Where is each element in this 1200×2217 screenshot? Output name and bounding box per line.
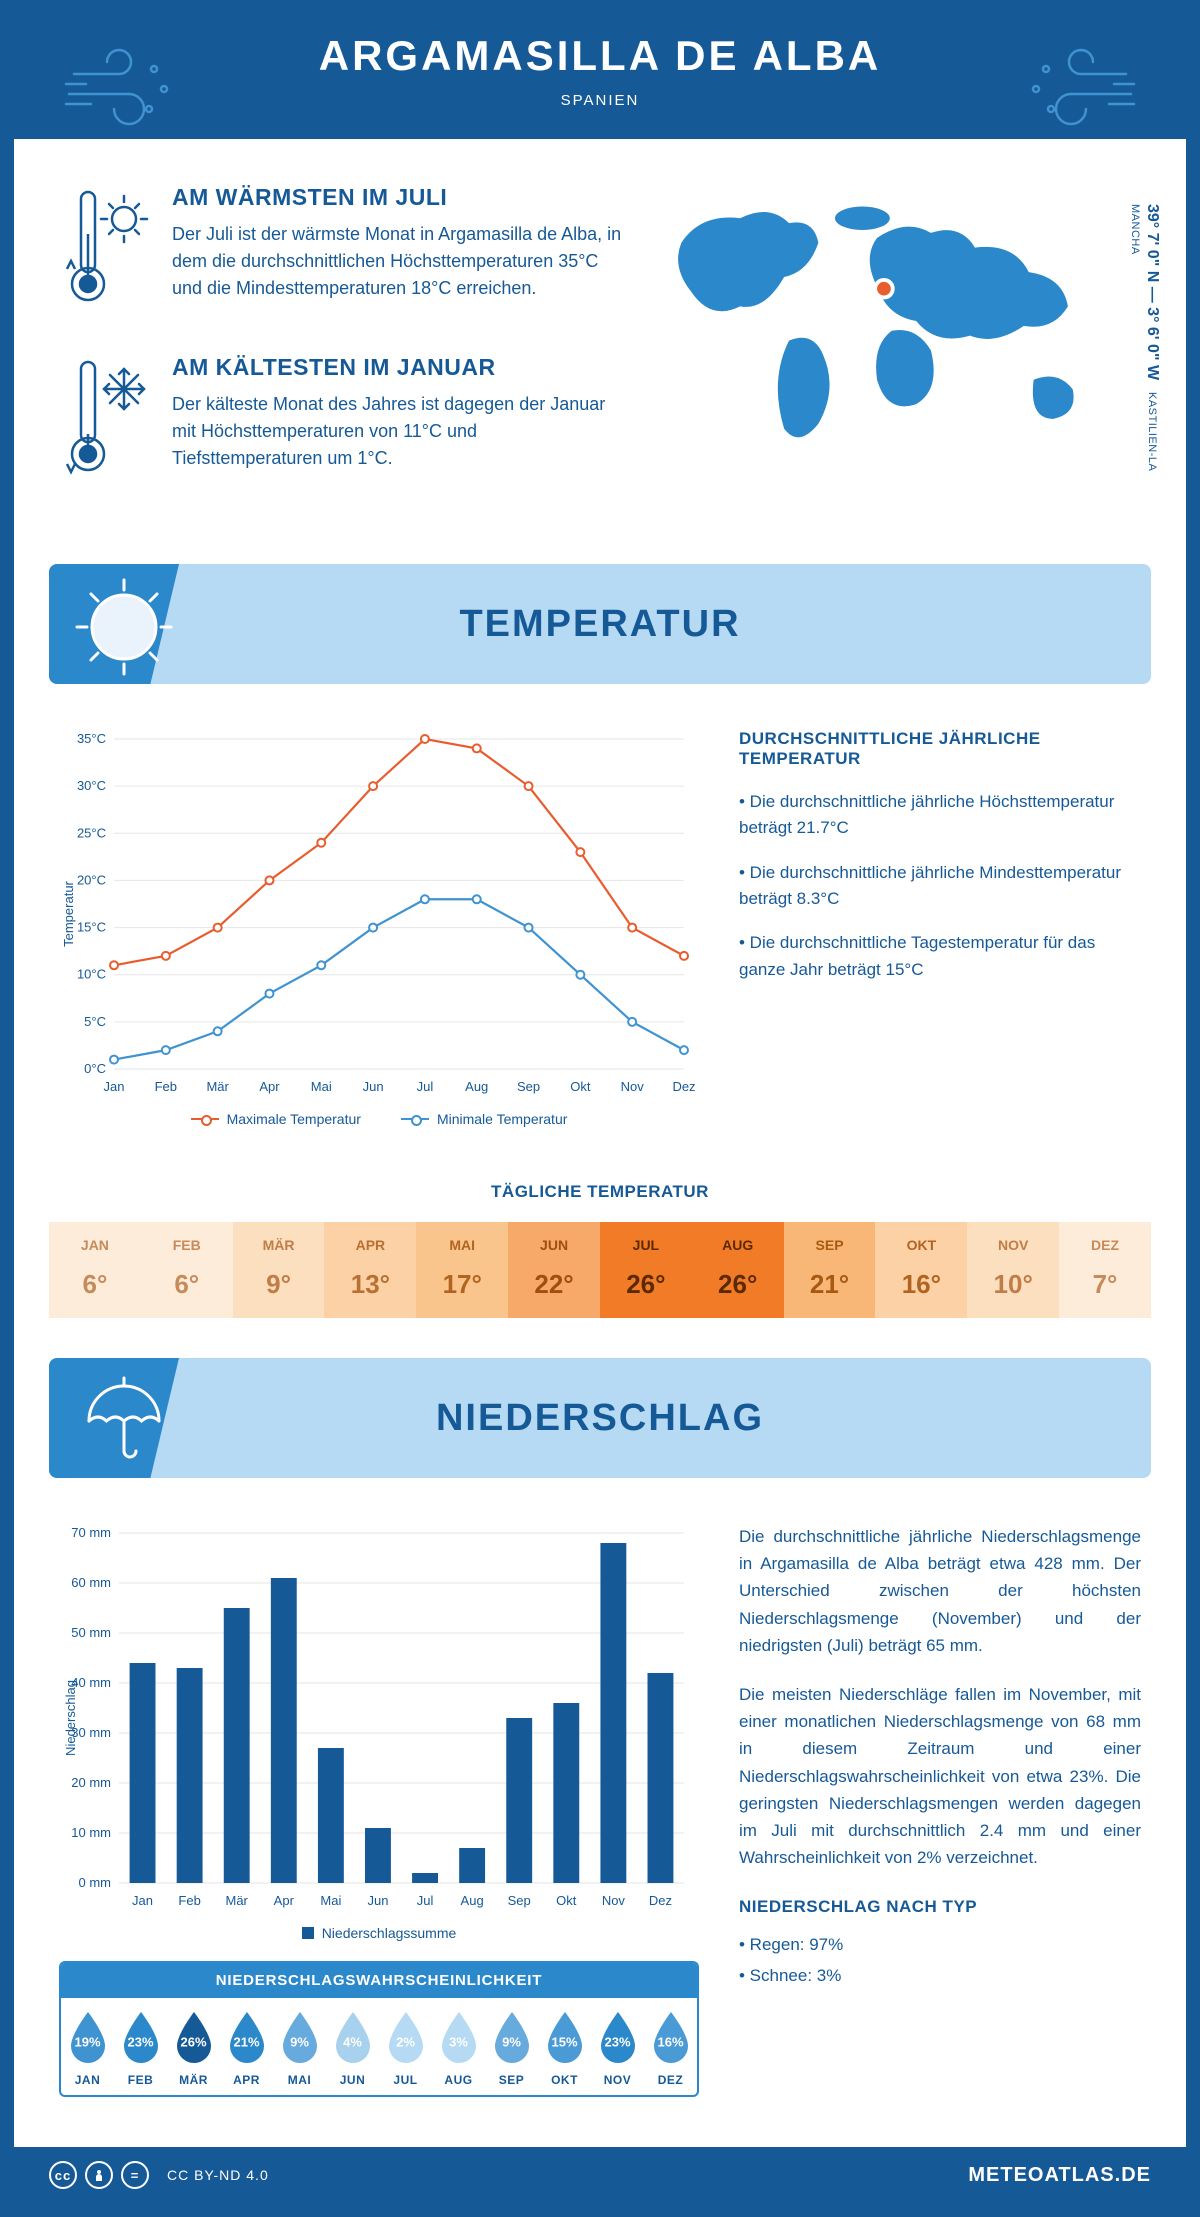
precip-prob-cell: 15% OKT — [538, 1998, 591, 2095]
daily-temp-cell: DEZ7° — [1059, 1222, 1151, 1318]
svg-text:Mär: Mär — [226, 1893, 249, 1908]
daily-temp-cell: JAN6° — [49, 1222, 141, 1318]
svg-text:Temperatur: Temperatur — [61, 880, 76, 946]
precip-probability-box: NIEDERSCHLAGSWAHRSCHEINLICHKEIT 19% JAN … — [59, 1961, 699, 2097]
thermometer-cold-icon — [59, 354, 154, 484]
precip-prob-cell: 21% APR — [220, 1998, 273, 2095]
thermometer-hot-icon — [59, 184, 154, 314]
precip-prob-cell: 16% DEZ — [644, 1998, 697, 2095]
daily-temp-cell: SEP21° — [784, 1222, 876, 1318]
svg-text:30°C: 30°C — [77, 778, 106, 793]
daily-temp-cell: APR13° — [324, 1222, 416, 1318]
svg-text:Okt: Okt — [556, 1893, 577, 1908]
svg-text:Mär: Mär — [206, 1079, 229, 1094]
precip-text-2: Die meisten Niederschläge fallen im Nove… — [739, 1681, 1141, 1871]
fact-warmest: AM WÄRMSTEN IM JULI Der Juli ist der wär… — [59, 184, 622, 319]
svg-text:10 mm: 10 mm — [71, 1825, 111, 1840]
daily-temp-title: TÄGLICHE TEMPERATUR — [49, 1182, 1151, 1202]
svg-text:Aug: Aug — [461, 1893, 484, 1908]
temperature-line-chart: 0°C 5°C 10°C 15°C 20°C 25°C 30°C 35°C Jan Feb Mär A… — [59, 729, 699, 1099]
precip-prob-cell: 23% NOV — [591, 1998, 644, 2095]
daily-temp-grid: JAN6°FEB6°MÄR9°APR13°MAI17°JUN22°JUL26°A… — [49, 1222, 1151, 1318]
svg-text:0°C: 0°C — [84, 1061, 106, 1076]
svg-text:15°C: 15°C — [77, 920, 106, 935]
precip-prob-cell: 9% SEP — [485, 1998, 538, 2095]
precip-prob-cell: 26% MÄR — [167, 1998, 220, 2095]
daily-temp-cell: OKT16° — [875, 1222, 967, 1318]
header: ARGAMASILLA DE ALBA SPANIEN — [14, 14, 1186, 139]
svg-text:Sep: Sep — [517, 1079, 540, 1094]
svg-text:Jan: Jan — [104, 1079, 125, 1094]
svg-text:Feb: Feb — [155, 1079, 177, 1094]
daily-temp-cell: FEB6° — [141, 1222, 233, 1318]
precipitation-bar-chart: 0 mm10 mm20 mm30 mm40 mm50 mm60 mm70 mmJ… — [59, 1523, 699, 1913]
svg-text:Mai: Mai — [311, 1079, 332, 1094]
fact-coldest-text: Der kälteste Monat des Jahres ist dagege… — [172, 391, 622, 472]
svg-text:25°C: 25°C — [77, 825, 106, 840]
precip-prob-cell: 23% FEB — [114, 1998, 167, 2095]
section-head-precipitation: NIEDERSCHLAG — [49, 1358, 1151, 1478]
precip-prob-cell: 9% MAI — [273, 1998, 326, 2095]
svg-text:Nov: Nov — [602, 1893, 626, 1908]
wind-icon — [1016, 44, 1136, 134]
precip-text-1: Die durchschnittliche jährliche Niedersc… — [739, 1523, 1141, 1659]
footer-brand: METEOATLAS.DE — [968, 2164, 1151, 2187]
svg-text:Aug: Aug — [465, 1079, 488, 1094]
svg-text:20°C: 20°C — [77, 872, 106, 887]
precip-prob-cell: 19% JAN — [61, 1998, 114, 2095]
svg-text:Dez: Dez — [649, 1893, 672, 1908]
footer: cc = CC BY-ND 4.0 METEOATLAS.DE — [14, 2147, 1186, 2203]
svg-text:70 mm: 70 mm — [71, 1525, 111, 1540]
daily-temp-cell: AUG26° — [692, 1222, 784, 1318]
svg-text:Jan: Jan — [132, 1893, 153, 1908]
svg-text:Jun: Jun — [367, 1893, 388, 1908]
page-title: ARGAMASILLA DE ALBA — [14, 32, 1186, 80]
svg-text:Niederschlag: Niederschlag — [63, 1680, 78, 1756]
umbrella-icon — [69, 1366, 174, 1471]
svg-text:Apr: Apr — [259, 1079, 280, 1094]
sun-icon — [69, 572, 179, 682]
svg-text:Jul: Jul — [417, 1079, 434, 1094]
svg-text:35°C: 35°C — [77, 731, 106, 746]
precip-prob-cell: 4% JUN — [326, 1998, 379, 2095]
precip-type-title: NIEDERSCHLAG NACH TYP — [739, 1893, 1141, 1920]
temp-chart-legend: Maximale Temperatur Minimale Temperatur — [59, 1111, 699, 1127]
svg-text:0 mm: 0 mm — [79, 1875, 112, 1890]
precip-chart-legend: Niederschlagssumme — [59, 1925, 699, 1941]
fact-warmest-text: Der Juli ist der wärmste Monat in Argama… — [172, 221, 622, 302]
precip-prob-cell: 3% AUG — [432, 1998, 485, 2095]
svg-text:Apr: Apr — [274, 1893, 295, 1908]
daily-temp-cell: MÄR9° — [233, 1222, 325, 1318]
svg-text:Jun: Jun — [363, 1079, 384, 1094]
svg-text:Okt: Okt — [570, 1079, 591, 1094]
svg-text:50 mm: 50 mm — [71, 1625, 111, 1640]
world-map — [652, 184, 1141, 458]
svg-text:Feb: Feb — [178, 1893, 200, 1908]
svg-text:60 mm: 60 mm — [71, 1575, 111, 1590]
daily-temp-cell: MAI17° — [416, 1222, 508, 1318]
license-badges: cc = CC BY-ND 4.0 — [49, 2161, 269, 2189]
coordinates: 39° 7' 0" N — 3° 6' 0" W KASTILIEN-LA MA… — [1128, 204, 1161, 524]
daily-temp-cell: JUN22° — [508, 1222, 600, 1318]
wind-icon — [64, 44, 184, 134]
precip-prob-cell: 2% JUL — [379, 1998, 432, 2095]
fact-coldest-title: AM KÄLTESTEN IM JANUAR — [172, 354, 622, 381]
daily-temp-cell: NOV10° — [967, 1222, 1059, 1318]
svg-text:5°C: 5°C — [84, 1014, 106, 1029]
page-subtitle: SPANIEN — [14, 92, 1186, 109]
fact-warmest-title: AM WÄRMSTEN IM JULI — [172, 184, 622, 211]
svg-text:10°C: 10°C — [77, 967, 106, 982]
svg-text:Sep: Sep — [508, 1893, 531, 1908]
svg-text:Mai: Mai — [320, 1893, 341, 1908]
section-head-temperature: TEMPERATUR — [49, 564, 1151, 684]
daily-temp-cell: JUL26° — [600, 1222, 692, 1318]
temp-side-title: DURCHSCHNITTLICHE JÄHRLICHE TEMPERATUR — [739, 729, 1141, 769]
fact-coldest: AM KÄLTESTEN IM JANUAR Der kälteste Mona… — [59, 354, 622, 489]
svg-text:Jul: Jul — [417, 1893, 434, 1908]
svg-text:20 mm: 20 mm — [71, 1775, 111, 1790]
svg-text:Dez: Dez — [672, 1079, 695, 1094]
svg-text:Nov: Nov — [621, 1079, 645, 1094]
